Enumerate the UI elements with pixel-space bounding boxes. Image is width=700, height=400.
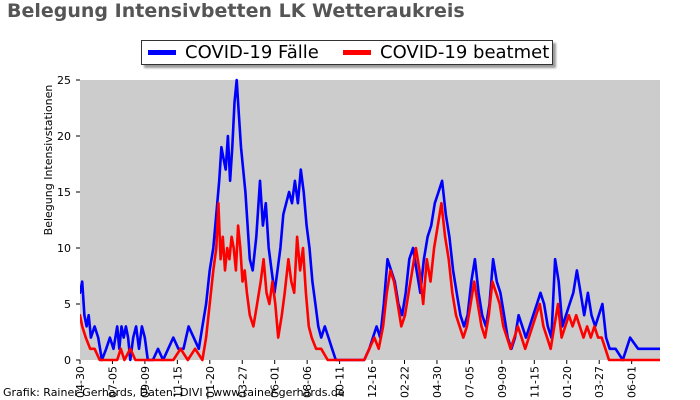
- x-tick-label: 08-06: [301, 366, 314, 398]
- y-axis-label: Belegung Intensivstationen: [42, 85, 55, 236]
- x-tick-label: 09-09: [496, 366, 509, 398]
- x-tick-label: 06-01: [269, 366, 282, 398]
- y-tick-label: 0: [64, 354, 71, 367]
- legend-swatch-cases: [148, 50, 176, 55]
- y-axis: 0 5 10 15 20 25: [57, 74, 80, 367]
- x-tick-label: 11-15: [528, 366, 541, 398]
- x-tick-label: 12-16: [366, 366, 379, 398]
- y-tick-label: 15: [57, 186, 71, 199]
- x-tick-label: 11-15: [171, 366, 184, 398]
- x-tick-label: 02-22: [399, 366, 412, 398]
- plot-area: [80, 80, 660, 360]
- legend-label-cases: COVID-19 Fälle: [185, 42, 319, 63]
- x-tick-label: 06-01: [626, 366, 639, 398]
- legend-swatch-ventilated: [343, 50, 371, 55]
- x-tick-label: 10-11: [334, 366, 347, 398]
- legend-item-ventilated: COVID-19 beatmet: [343, 41, 549, 64]
- x-tick-label: 01-20: [204, 366, 217, 398]
- y-tick-label: 10: [57, 242, 71, 255]
- y-tick-label: 5: [64, 298, 71, 311]
- x-tick-label: 03-27: [236, 366, 249, 398]
- series-line-cases: [80, 78, 660, 362]
- chart-title: Belegung Intensivbetten LK Wetteraukreis: [7, 0, 465, 22]
- x-tick-label: 04-30: [74, 366, 87, 398]
- y-tick-label: 20: [57, 130, 71, 143]
- legend-label-ventilated: COVID-19 beatmet: [380, 42, 550, 63]
- x-tick-label: 07-05: [106, 366, 119, 398]
- x-tick-label: 07-05: [463, 366, 476, 398]
- legend-item-cases: COVID-19 Fälle: [148, 41, 319, 64]
- x-axis: 04-30 07-05 09-09 11-15 01-20 03-27 06-01 08-06…: [74, 360, 639, 398]
- series-lines: [80, 78, 660, 362]
- x-tick-label: 09-09: [139, 366, 152, 398]
- chart-legend: COVID-19 Fälle COVID-19 beatmet: [141, 40, 553, 65]
- x-tick-label: 01-20: [561, 366, 574, 398]
- y-tick-label: 25: [57, 74, 71, 87]
- x-tick-label: 03-27: [593, 366, 606, 398]
- x-tick-label: 04-30: [431, 366, 444, 398]
- series-line-ventilated: [80, 201, 660, 362]
- footer-credit: Grafik: Rainer Gerhards, Daten: DIVI | w…: [3, 386, 345, 399]
